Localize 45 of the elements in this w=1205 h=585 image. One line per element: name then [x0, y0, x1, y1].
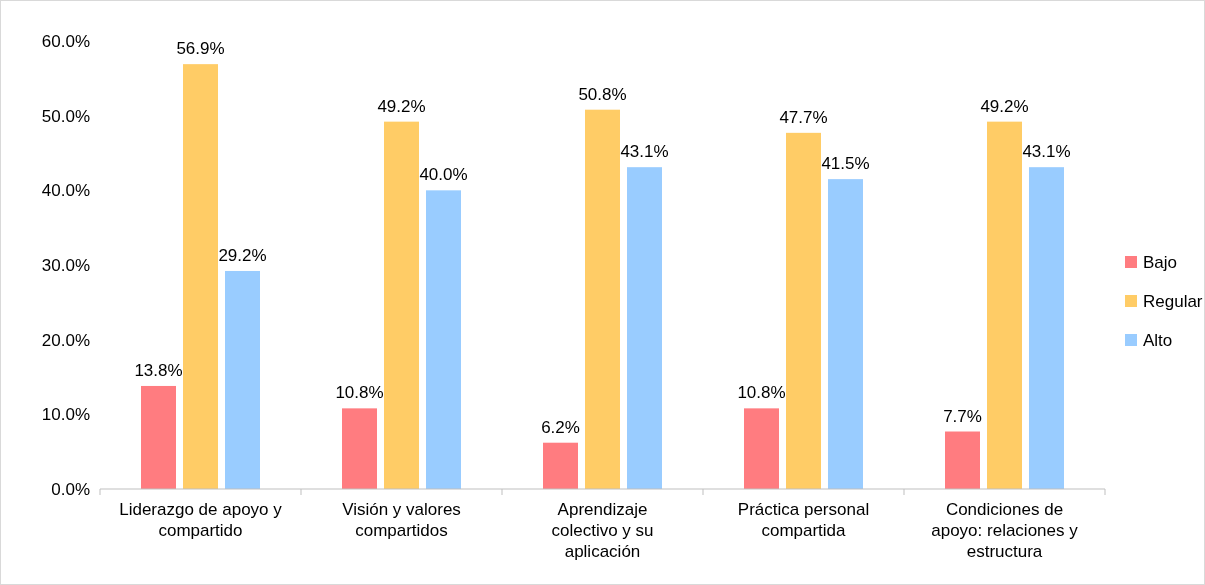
data-label: 47.7% — [779, 107, 828, 127]
data-label: 43.1% — [620, 142, 669, 162]
bar — [225, 270, 260, 489]
y-tick-label: 60.0% — [41, 31, 90, 51]
y-tick-label: 30.0% — [41, 255, 90, 275]
data-label: 50.8% — [578, 84, 627, 104]
bar — [945, 431, 980, 489]
data-label: 41.5% — [821, 154, 870, 174]
x-tick-label: Condiciones de apoyo: relaciones y estructura — [931, 500, 1079, 561]
data-label: 29.2% — [218, 245, 267, 265]
bar — [828, 179, 863, 489]
x-tick-label: Aprendizaje colectivo y su aplicación — [551, 500, 654, 561]
bar — [627, 167, 662, 489]
bar — [426, 190, 461, 489]
data-label: 10.8% — [335, 383, 384, 403]
data-label: 49.2% — [980, 96, 1029, 116]
bar — [141, 385, 176, 489]
bar — [342, 408, 377, 489]
legend-label: Bajo — [1143, 252, 1178, 272]
data-label: 7.7% — [943, 406, 982, 426]
data-label: 6.2% — [541, 417, 580, 437]
y-tick-label: 0.0% — [51, 479, 90, 499]
data-label: 13.8% — [134, 360, 183, 380]
y-tick-label: 50.0% — [41, 106, 90, 126]
data-label: 43.1% — [1022, 142, 1071, 162]
y-tick-label: 20.0% — [41, 330, 90, 350]
x-tick-label: Práctica personal compartida — [737, 500, 870, 540]
data-label: 49.2% — [377, 96, 426, 116]
x-tick-label: Visión y valores compartidos — [342, 500, 461, 540]
bar — [744, 408, 779, 489]
bar — [183, 64, 218, 489]
y-tick-label: 10.0% — [41, 405, 90, 425]
data-label: 56.9% — [176, 39, 225, 59]
bar — [1029, 167, 1064, 489]
bar — [543, 442, 578, 489]
data-label: 10.8% — [737, 383, 786, 403]
legend-label: Regular — [1143, 291, 1203, 311]
x-tick-label: Liderazgo de apoyo y compartido — [119, 500, 283, 540]
legend-label: Alto — [1143, 330, 1173, 350]
bar — [384, 121, 419, 489]
bar — [585, 109, 620, 489]
y-tick-label: 40.0% — [41, 181, 90, 201]
data-label: 40.0% — [419, 165, 468, 185]
bar — [786, 132, 821, 489]
bar — [987, 121, 1022, 489]
